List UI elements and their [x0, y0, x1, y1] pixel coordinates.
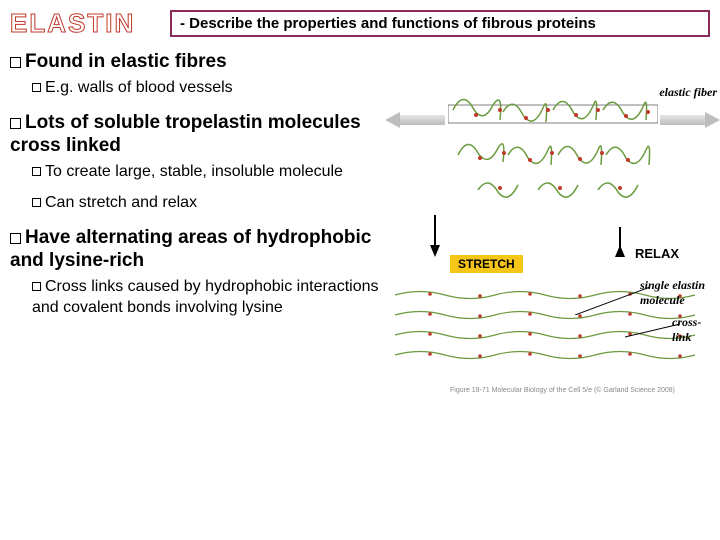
objective-banner: - Describe the properties and functions …: [170, 10, 710, 37]
bullet-have: Have alternating areas of hydrophobic an…: [10, 226, 380, 274]
relaxed-network-icon: [448, 60, 658, 205]
elastin-diagram: elastic fiber STRETCH RELAX single elast…: [390, 60, 715, 390]
arrow-up-icon: [615, 245, 625, 257]
single-molecule-label: single elastin molecule: [640, 278, 720, 308]
figure-caption: Figure 19-71 Molecular Biology of the Ce…: [450, 387, 675, 394]
arrow-down-icon: [430, 245, 440, 257]
sub-cross: Cross links caused by hydrophobic intera…: [32, 277, 380, 319]
sub-stretch: Can stretch and relax: [32, 193, 380, 214]
page-title: ELASTIN: [10, 8, 135, 39]
content-area: Found in elastic fibres E.g. walls of bl…: [10, 50, 380, 331]
sub-create: To create large, stable, insoluble molec…: [32, 162, 380, 183]
bullet-lots: Lots of soluble tropelastin molecules cr…: [10, 111, 380, 159]
bullet-found: Found in elastic fibres: [10, 50, 380, 74]
crosslink-label: cross-link: [672, 315, 715, 345]
relax-badge: RELAX: [635, 246, 679, 261]
stretch-arrow-right-icon: [660, 112, 720, 128]
sub-eg: E.g. walls of blood vessels: [32, 78, 380, 99]
elastic-fiber-label: elastic fiber: [659, 85, 717, 100]
stretch-badge: STRETCH: [450, 255, 523, 273]
stretch-arrow-left-icon: [385, 112, 445, 128]
